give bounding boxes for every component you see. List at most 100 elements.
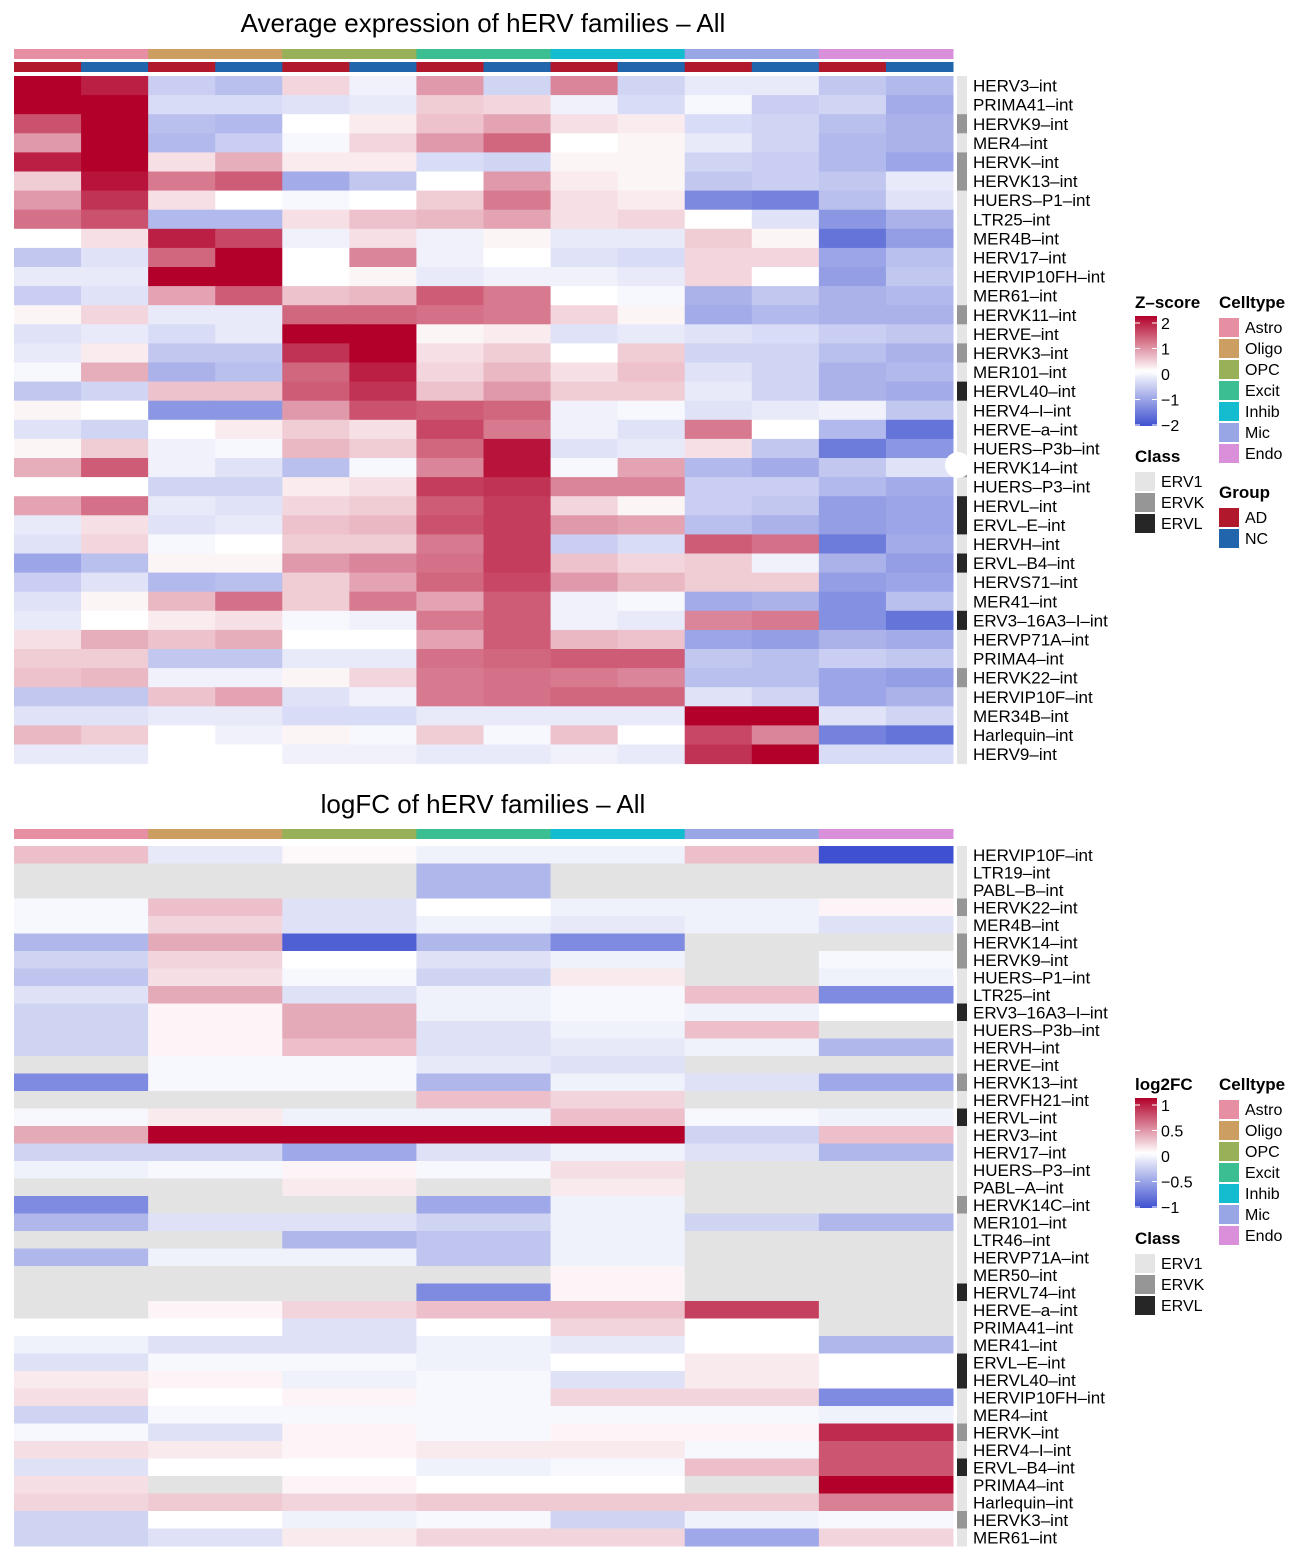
heatmap-cell: [684, 458, 753, 478]
class-annotation-erv1: [957, 1406, 967, 1424]
heatmap-cell: [14, 572, 82, 593]
class-annotation-erv1: [957, 1441, 967, 1459]
row-label: HERVS71–int: [973, 573, 1078, 592]
row-label: LTR19–int: [973, 863, 1050, 882]
heatmap-cell: [282, 1038, 417, 1057]
heatmap-cell: [550, 1178, 686, 1197]
row-label: PABL–B–int: [973, 881, 1064, 900]
heatmap-cell: [416, 1248, 552, 1267]
row-label: HERVK3–int: [973, 344, 1068, 363]
heatmap-cell: [14, 687, 82, 707]
heatmap-cell: [81, 171, 149, 192]
class-annotation-ervl: [957, 381, 967, 402]
heatmap-cell: [818, 1423, 954, 1442]
heatmap-cell: [81, 744, 149, 765]
class-swatch-erv1: [1135, 1254, 1155, 1273]
heatmap-cell: [416, 133, 484, 153]
heatmap-cell: [282, 1406, 417, 1424]
class-annotation-ervl: [957, 1003, 967, 1022]
heatmap-cell: [818, 76, 887, 96]
heatmap-cell: [617, 381, 686, 402]
heatmap-cell: [885, 343, 954, 363]
heatmap-cell: [148, 591, 216, 612]
heatmap-cell: [14, 1511, 149, 1529]
row-label: HERVK13–int: [973, 1073, 1078, 1092]
heatmap-cell: [14, 986, 149, 1004]
row-label: HERVL–int: [973, 1108, 1057, 1127]
class-annotation-erv1: [957, 477, 967, 497]
heatmap-cell: [148, 1056, 283, 1074]
heatmap-cell: [14, 629, 82, 650]
row-label: HERVK14C–int: [973, 1196, 1090, 1215]
heatmap-cell: [81, 228, 149, 249]
heatmap-cell: [81, 267, 149, 287]
heatmap-cell: [751, 591, 820, 612]
group-label: AD: [1245, 510, 1267, 527]
heatmap-cell: [684, 1038, 820, 1057]
heatmap-cell: [684, 400, 753, 421]
heatmap-cell: [215, 95, 283, 115]
heatmap-cell: [14, 209, 82, 230]
celltype-swatch-astro: [1219, 318, 1239, 337]
heatmap-cell: [349, 152, 417, 172]
heatmap-cell: [148, 1161, 283, 1179]
class-annotation-erv1: [957, 863, 967, 882]
heatmap-cell: [215, 496, 283, 516]
heatmap-cell: [751, 133, 820, 153]
heatmap-cell: [14, 1371, 149, 1389]
heatmap-cell: [416, 515, 484, 535]
heatmap-cell: [349, 496, 417, 516]
heatmap-cell: [550, 1126, 686, 1144]
heatmap-cell: [818, 1371, 954, 1389]
heatmap-cell: [349, 572, 417, 593]
heatmap-cell: [81, 458, 149, 478]
heatmap-cell: [550, 1038, 686, 1057]
heatmap-cell: [550, 152, 619, 172]
heatmap-cell: [416, 419, 484, 440]
row-label: HERVH–int: [973, 1038, 1060, 1057]
heatmap-cell: [617, 477, 686, 497]
heatmap-cell: [550, 1458, 686, 1477]
heatmap-cell: [14, 951, 149, 969]
heatmap-cell: [81, 572, 149, 593]
heatmap-cell: [14, 343, 82, 363]
row-label: HERV3–int: [973, 1126, 1057, 1145]
heatmap-cell: [416, 114, 484, 134]
celltype-swatch-mic: [1219, 1205, 1239, 1224]
heatmap-cell: [617, 534, 686, 554]
heatmap-cell: [282, 1371, 417, 1389]
celltype-bar-mic: [684, 49, 820, 59]
heatmap-cell: [148, 1353, 283, 1372]
heatmap-cell: [282, 1161, 417, 1179]
heatmap-cell: [684, 881, 820, 899]
heatmap-cell: [818, 1161, 954, 1179]
heatmap-cell: [751, 209, 820, 230]
heatmap-cell: [751, 95, 820, 115]
heatmap-cell: [14, 1021, 149, 1039]
heatmap-cell: [751, 247, 820, 268]
heatmap-cell: [751, 324, 820, 344]
heatmap-cell: [885, 744, 954, 765]
class-annotation-erv1: [957, 968, 967, 987]
heatmap-cell: [14, 1406, 149, 1424]
heatmap-cell: [483, 400, 552, 421]
class-annotation-ervl: [957, 553, 967, 574]
heatmap-cell: [885, 496, 954, 516]
row-label: PABL–A–int: [973, 1178, 1064, 1197]
celltype-label: Excit: [1245, 383, 1280, 400]
class-annotation-erv1: [957, 286, 967, 306]
class-annotation-erv1: [957, 591, 967, 612]
heatmap-cell: [349, 610, 417, 631]
heatmap-cell: [148, 477, 216, 497]
heatmap-cell: [818, 1318, 954, 1337]
heatmap-cell: [416, 496, 484, 516]
heatmap-cell: [550, 1143, 686, 1162]
heatmap-cell: [81, 687, 149, 707]
class-annotation-erv1: [957, 725, 967, 745]
heatmap-cell: [14, 324, 82, 344]
heatmap-cell: [483, 706, 552, 726]
heatmap-cell: [550, 1476, 686, 1494]
heatmap-cell: [282, 863, 417, 882]
heatmap-cell: [416, 1406, 552, 1424]
heatmap-cell: [416, 968, 552, 987]
